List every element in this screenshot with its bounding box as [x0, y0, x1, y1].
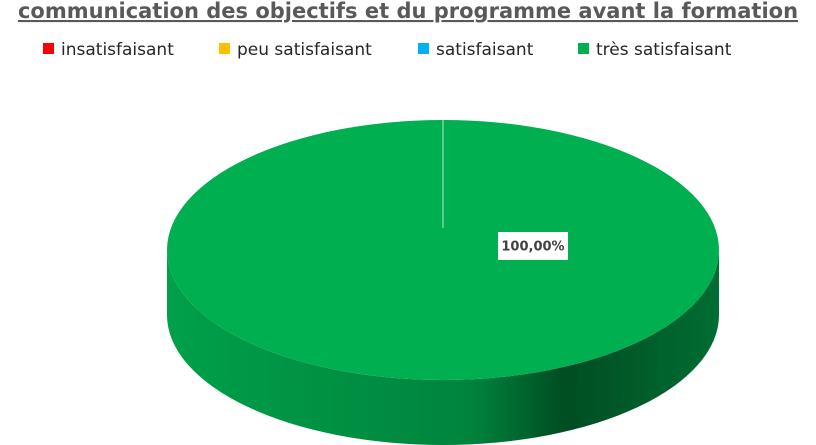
chart-title: communication des objectifs et du progra…: [18, 0, 798, 23]
legend-swatch: [43, 43, 54, 54]
pie-slice: [167, 120, 719, 380]
legend-swatch: [418, 43, 429, 54]
legend-label: très satisfaisant: [596, 40, 732, 60]
legend-label: peu satisfaisant: [237, 40, 372, 60]
pie: 100,00%: [167, 120, 719, 445]
legend-label: insatisfaisant: [61, 40, 174, 60]
data-label: 100,00%: [501, 240, 564, 255]
legend-swatch: [219, 43, 230, 54]
pie-side: [167, 250, 719, 445]
data-label-box: [498, 232, 568, 260]
legend: insatisfaisant peu satisfaisant satisfaisa…: [43, 40, 732, 60]
legend-label: satisfaisant: [436, 40, 534, 60]
legend-swatch: [578, 43, 589, 54]
